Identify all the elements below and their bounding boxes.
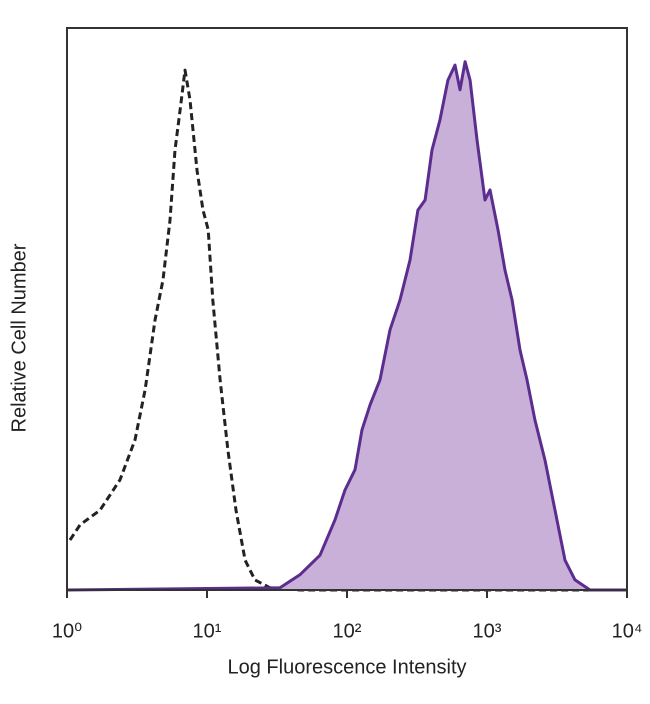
x-tick-label: 10³ bbox=[473, 620, 502, 642]
x-tick-label: 10² bbox=[333, 620, 362, 642]
y-axis-label: Relative Cell Number bbox=[8, 243, 30, 432]
histogram-line bbox=[68, 68, 627, 592]
x-tick-label: 10⁴ bbox=[612, 620, 643, 642]
x-axis-label: Log Fluorescence Intensity bbox=[227, 656, 466, 678]
histogram-fill bbox=[67, 61, 627, 590]
x-tick-label: 10⁰ bbox=[52, 620, 82, 642]
x-tick-label: 10¹ bbox=[193, 620, 222, 642]
histogram-line bbox=[66, 60, 627, 592]
